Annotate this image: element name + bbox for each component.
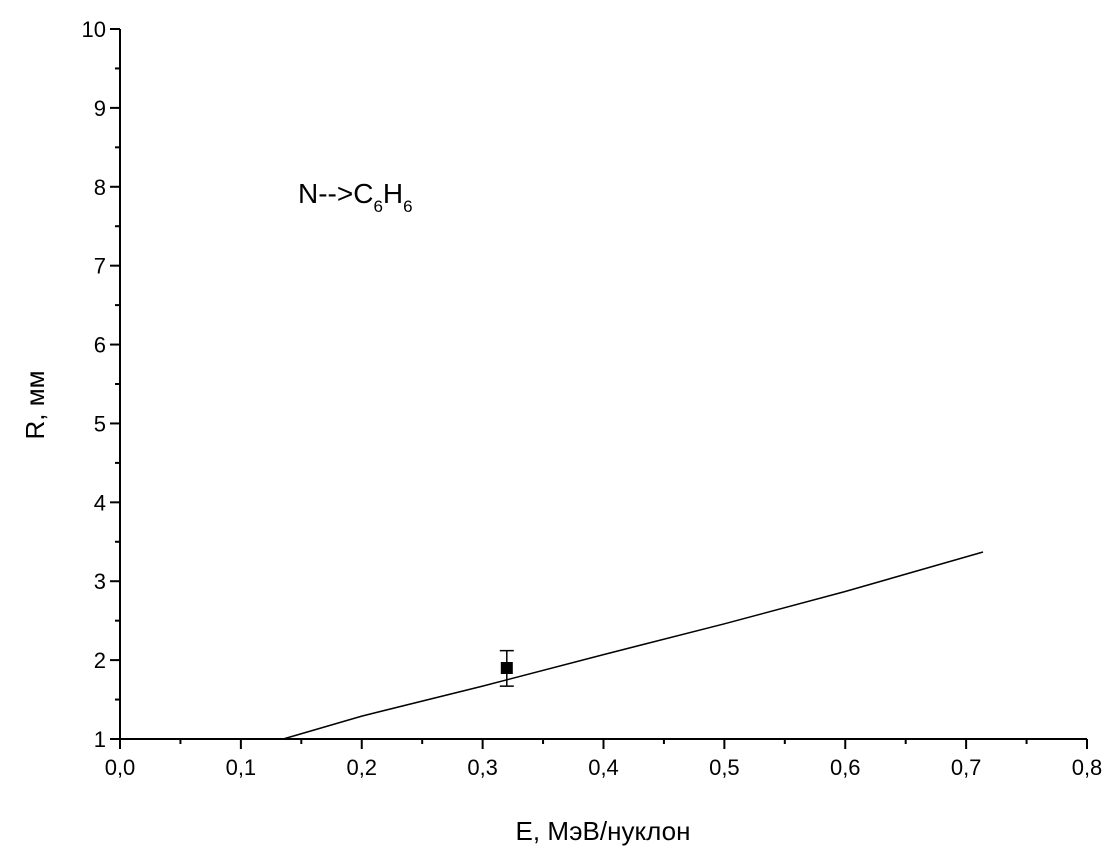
plot-area xyxy=(282,551,984,740)
y-axis-title: R, мм xyxy=(20,371,50,440)
annotation-sub1: 6 xyxy=(373,197,382,216)
y-tick-label: 6 xyxy=(94,333,106,358)
y-tick-label: 5 xyxy=(94,411,106,436)
y-tick-label: 7 xyxy=(94,254,106,279)
x-tick-label: 0,8 xyxy=(1072,755,1103,780)
y-tick-label: 1 xyxy=(94,727,106,752)
x-tick-label: 0,4 xyxy=(588,755,619,780)
axes xyxy=(119,29,1087,740)
y-tick-label: 10 xyxy=(82,17,106,42)
x-axis-title: E, МэВ/нуклон xyxy=(516,816,691,846)
annotation-sub2: 6 xyxy=(403,197,412,216)
data-point xyxy=(500,662,513,674)
y-tick-label: 2 xyxy=(94,648,106,673)
x-tick-label: 0,2 xyxy=(346,755,377,780)
y-tick-label: 8 xyxy=(94,175,106,200)
x-tick-label: 0,3 xyxy=(467,755,498,780)
annotation-prefix: N-->C xyxy=(298,178,373,209)
x-tick-label: 0,6 xyxy=(830,755,861,780)
y-tick-label: 3 xyxy=(94,569,106,594)
x-tick-label: 0,5 xyxy=(709,755,740,780)
x-tick-label: 0,0 xyxy=(105,755,136,780)
reaction-annotation: N-->C6H6 xyxy=(298,178,413,216)
y-tick-label: 4 xyxy=(94,490,106,515)
x-tick-label: 0,1 xyxy=(226,755,257,780)
annotation-mid: H xyxy=(383,178,403,209)
fit-line xyxy=(282,551,984,740)
y-tick-label: 9 xyxy=(94,96,106,121)
x-tick-label: 0,7 xyxy=(951,755,982,780)
ticks: 0,0 0,1 0,2 0,3 0,4 0,5 0,6 0,7 0,8 1 2 3 4 5 6 7 8 9 10 xyxy=(82,17,1103,780)
